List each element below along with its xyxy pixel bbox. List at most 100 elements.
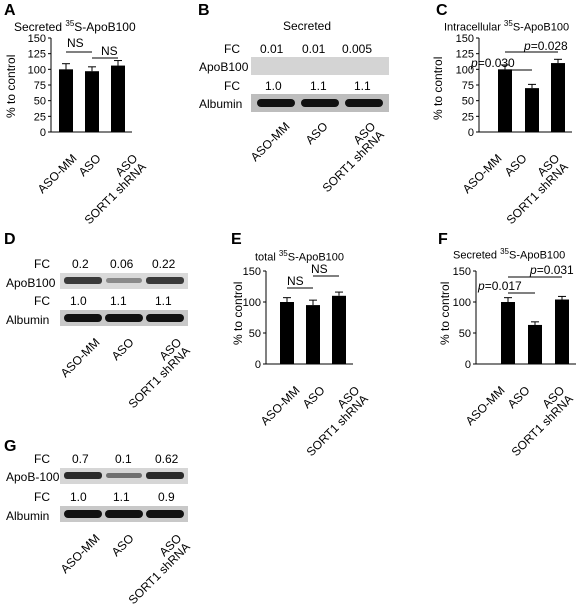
panel-g-fc-label-2: FC — [34, 490, 50, 504]
panel-c-ytick-label: 75 — [462, 80, 474, 92]
panel-g-apob-band-2 — [106, 473, 142, 478]
panel-b-fc-top-2: 0.01 — [302, 42, 326, 56]
panel-b-apob-blot — [251, 57, 389, 75]
panel-d-fc-bottom-1: 1.0 — [70, 294, 87, 308]
bar-charts-layer: 0 25 50 75 100 125 150 0 25 50 75 100 125 150 0 50 100 15… — [28, 33, 576, 371]
panel-g-albumin-band-1 — [64, 510, 102, 518]
panel-f-sig-2: p=0.031 — [530, 263, 574, 277]
panel-a-letter: A — [4, 2, 16, 19]
panel-g-letter: G — [4, 438, 17, 455]
panel-e-sig-3: NS — [311, 262, 328, 276]
panel-c-ytick-label: 25 — [462, 111, 474, 123]
panel-f-bar — [555, 299, 569, 364]
panel-d-fc-top-3: 0.22 — [152, 257, 176, 271]
panel-e-ytick-label: 150 — [243, 266, 261, 278]
panel-c-ytick-label: 150 — [456, 33, 474, 45]
panel-d-apob-band-2 — [106, 278, 142, 283]
panel-a-sig-1: NS — [67, 36, 84, 50]
panel-d-albumin-band-1 — [64, 314, 102, 322]
panel-f-ytick-label: 150 — [453, 266, 471, 278]
panel-d-apob-band-3 — [146, 277, 184, 284]
panel-b-fc-bottom-3: 1.1 — [354, 79, 371, 93]
panel-g-albumin-band-2 — [105, 510, 143, 518]
panel-d-albumin-band-2 — [105, 314, 143, 322]
panel-a-sig-2: NS — [101, 44, 118, 58]
panel-b-title: Secreted — [283, 19, 332, 33]
panel-a-ytick-label: 75 — [34, 80, 46, 92]
panel-e-title: total 35S-ApoB100 — [255, 249, 345, 264]
panel-c-ytick-label: 125 — [456, 49, 474, 61]
panel-c-ytick-label: 50 — [462, 96, 474, 108]
panel-c-bar — [525, 88, 539, 132]
panel-d-fc-top-2: 0.06 — [110, 257, 134, 271]
panel-c-bar — [498, 69, 512, 132]
panel-f-ytick-label: 0 — [465, 359, 471, 371]
panel-g-row1-label: ApoB-100 — [6, 470, 60, 484]
panel-b-row2-label: Albumin — [199, 97, 243, 111]
panel-b-fc-bottom-1: 1.0 — [265, 79, 282, 93]
panel-f-title: Secreted 35S-ApoB100 — [453, 247, 566, 262]
panel-e-sig-2: NS — [287, 274, 304, 288]
panel-a-bar — [85, 71, 99, 132]
panel-d-fc-top-1: 0.2 — [72, 257, 89, 271]
panel-d-fc-label-2: FC — [34, 294, 50, 308]
panel-f-letter: F — [438, 231, 448, 248]
panel-f-ytick-label: 50 — [459, 328, 471, 340]
panel-d-fc-bottom-2: 1.1 — [110, 294, 127, 308]
panel-b-fc-top-1: 0.01 — [260, 42, 284, 56]
panel-a-ytick-label: 100 — [28, 64, 46, 76]
panel-b-albumin-band-3 — [345, 99, 383, 107]
panel-e-letter: E — [231, 231, 242, 248]
panel-b-albumin-band-2 — [301, 99, 339, 107]
panel-g-apob-band-1 — [64, 472, 102, 479]
panel-c-title: Intracellular 35S-ApoB100 — [444, 19, 570, 34]
panel-e-ytick-label: 100 — [243, 297, 261, 309]
panel-f-sig-1: p=0.017 — [478, 279, 522, 293]
panel-b-letter: B — [198, 2, 210, 19]
panel-e-ytick-label: 0 — [255, 359, 261, 371]
panel-g-fc-top-1: 0.7 — [72, 452, 89, 466]
panel-a-ytick-label: 25 — [34, 111, 46, 123]
panel-b-fc-label-1: FC — [224, 42, 240, 56]
panel-g-fc-bottom-2: 1.1 — [113, 490, 130, 504]
panel-a-ytick-label: 50 — [34, 96, 46, 108]
panel-e-bar — [306, 305, 320, 364]
panel-d-row2-label: Albumin — [6, 313, 50, 327]
panel-c-sig-2: p=0.028 — [524, 39, 568, 53]
panel-a-bar — [111, 65, 125, 132]
panel-e-bar — [280, 302, 294, 364]
panel-g-fc-top-3: 0.62 — [155, 452, 179, 466]
panel-e-ytick-label: 50 — [249, 328, 261, 340]
panel-g-fc-label-1: FC — [34, 452, 50, 466]
panel-a-title: Secreted 35S-ApoB100 — [14, 19, 136, 34]
panel-g-fc-top-2: 0.1 — [115, 452, 132, 466]
panel-f-bar — [528, 324, 542, 364]
panel-g-fc-bottom-3: 0.9 — [158, 490, 175, 504]
panel-e-bar — [332, 295, 346, 364]
panel-g-fc-bottom-1: 1.0 — [70, 490, 87, 504]
panel-g-row2-label: Albumin — [6, 509, 50, 523]
panel-f-ytick-label: 100 — [453, 297, 471, 309]
panel-b-fc-bottom-2: 1.1 — [310, 79, 327, 93]
panel-f-bar — [501, 302, 515, 364]
panel-b-row1-label: ApoB100 — [199, 60, 249, 74]
panel-d-fc-bottom-3: 1.1 — [155, 294, 172, 308]
panel-b-fc-label-2: FC — [224, 79, 240, 93]
panel-b-fc-top-3: 0.005 — [342, 42, 373, 56]
panel-d-letter: D — [4, 231, 16, 248]
panel-a-ytick-label: 0 — [40, 127, 46, 139]
panel-d-row1-label: ApoB100 — [6, 276, 56, 290]
panel-a-ytick-label: 150 — [28, 33, 46, 45]
panel-b-albumin-band-1 — [257, 99, 295, 107]
panel-a-ytick-label: 125 — [28, 49, 46, 61]
panel-d-fc-label-1: FC — [34, 257, 50, 271]
panel-a-bar — [59, 69, 73, 132]
panel-g-albumin-band-3 — [146, 510, 184, 518]
panel-g-apob-band-3 — [146, 472, 184, 479]
panel-c-ytick-label: 100 — [456, 64, 474, 76]
panel-c-bar — [551, 63, 565, 132]
panel-d-albumin-band-3 — [146, 314, 184, 322]
panel-c-letter: C — [436, 2, 448, 19]
panel-c-ytick-label: 0 — [468, 127, 474, 139]
panel-d-apob-band-1 — [64, 277, 102, 284]
